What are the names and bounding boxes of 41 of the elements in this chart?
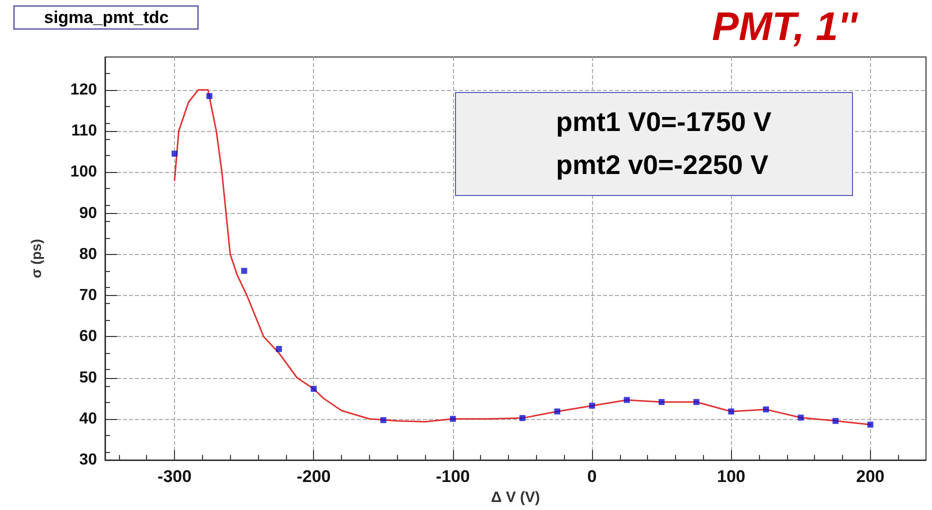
point <box>519 415 526 422</box>
point <box>832 418 839 424</box>
point <box>624 396 630 403</box>
point <box>206 93 212 100</box>
point <box>798 414 804 421</box>
point <box>693 399 700 406</box>
x-tick-label: -100 <box>436 467 470 486</box>
y-tick-label: 60 <box>79 328 98 346</box>
annotation: pmt2 v0=-2250 V <box>556 149 770 182</box>
chart-subtitle: PMT, 1'' <box>712 5 858 49</box>
point <box>310 386 317 392</box>
x-tick-label: 200 <box>856 467 885 486</box>
text-box: pmt1 V0=-1750 V pmt2 v0=-2250 V <box>455 92 853 196</box>
x-tick-label: 100 <box>717 467 746 486</box>
point <box>554 408 560 414</box>
point <box>658 399 665 406</box>
annotation: pmt1 V0=-1750 V <box>556 106 772 139</box>
y-tick-label: 110 <box>71 122 98 140</box>
point <box>172 150 178 157</box>
point <box>867 422 874 428</box>
y-tick-label: 30 <box>79 452 98 468</box>
point <box>241 268 248 274</box>
y-tick-label: 90 <box>79 204 98 222</box>
y-tick-label: 80 <box>79 246 98 263</box>
x-tick-label: 0 <box>587 467 597 486</box>
y-tick-label: 120 <box>70 81 98 98</box>
point <box>762 406 769 412</box>
y-axis-title: σ (ps) <box>28 238 44 278</box>
x-axis-title: Δ V (V) <box>490 489 540 506</box>
point <box>380 417 386 424</box>
y-tick-label: 70 <box>79 287 98 304</box>
y-tick-label: 100 <box>70 164 98 181</box>
x-tick-label: -200 <box>296 467 331 486</box>
point <box>276 346 282 352</box>
chart-title: sigma_pmt_tdc <box>44 8 169 27</box>
y-tick-label: 40 <box>79 410 98 428</box>
point <box>450 416 456 422</box>
point <box>589 402 596 409</box>
y-tick-label: 50 <box>79 369 98 386</box>
x-tick-label: -300 <box>158 467 192 486</box>
point <box>728 408 734 414</box>
